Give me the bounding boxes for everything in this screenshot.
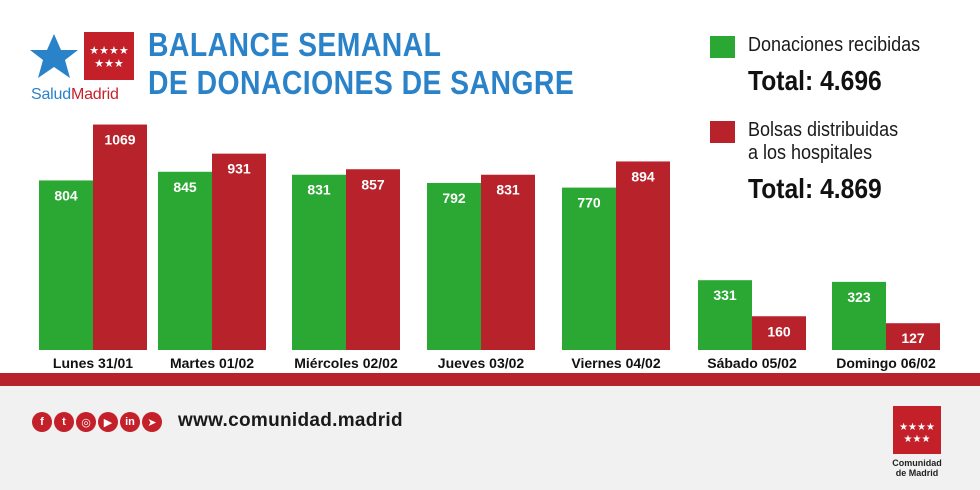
data-label: 804 bbox=[54, 187, 78, 203]
page-title: BALANCE SEMANAL DE DONACIONES DE SANGRE bbox=[148, 26, 574, 102]
bar-bolsas-5 bbox=[752, 316, 806, 350]
legend-label: Bolsas distribuidas bbox=[748, 119, 899, 141]
legend-label-line2: a los hospitales bbox=[748, 142, 873, 164]
category-label: Jueves 03/02 bbox=[438, 355, 525, 371]
bar-bolsas-4 bbox=[616, 161, 670, 350]
category-label: Viernes 04/02 bbox=[571, 355, 660, 371]
svg-text:★★★★: ★★★★ bbox=[89, 44, 129, 57]
salud-madrid-logo: ★★★★ ★★★ bbox=[30, 30, 136, 108]
bar-donaciones-4 bbox=[562, 187, 616, 350]
data-label: 1069 bbox=[104, 132, 135, 148]
title-line-1: BALANCE SEMANAL bbox=[148, 26, 442, 63]
bar-bolsas-0 bbox=[93, 124, 147, 351]
data-label: 323 bbox=[847, 289, 871, 305]
bar-donaciones-5 bbox=[698, 280, 752, 350]
madrid-flag-icon bbox=[84, 32, 134, 80]
data-label: 160 bbox=[767, 323, 791, 339]
bar-donaciones-0 bbox=[39, 180, 93, 350]
social-links: f t ◎ ▶ in ➤ bbox=[32, 412, 162, 432]
salud-madrid-star-icon bbox=[30, 34, 78, 78]
bar-donaciones-6 bbox=[832, 281, 886, 350]
bar-bolsas-6 bbox=[886, 323, 940, 350]
org-line-2: de Madrid bbox=[895, 468, 939, 478]
bar-bolsas-3 bbox=[481, 174, 535, 350]
category-label: Lunes 31/01 bbox=[53, 355, 133, 371]
legend-item-bolsas: Bolsas distribuidas a los hospitales Tot… bbox=[710, 119, 970, 205]
data-label: 857 bbox=[361, 176, 385, 192]
telegram-icon[interactable]: ➤ bbox=[142, 412, 162, 432]
bar-bolsas-1 bbox=[212, 153, 266, 350]
data-label: 845 bbox=[173, 179, 197, 195]
data-label: 127 bbox=[901, 330, 925, 346]
instagram-icon[interactable]: ◎ bbox=[76, 412, 96, 432]
org-line-1: Comunidad bbox=[892, 458, 942, 468]
bar-donaciones-1 bbox=[158, 171, 212, 350]
data-label: 831 bbox=[496, 182, 520, 198]
divider-band bbox=[0, 373, 980, 386]
data-label: 931 bbox=[227, 161, 251, 177]
brand-suffix: Madrid bbox=[70, 86, 119, 103]
legend: Donaciones recibidas Total: 4.696 Bolsas… bbox=[710, 34, 970, 205]
svg-text:★★★★: ★★★★ bbox=[899, 422, 935, 433]
legend-label: Donaciones recibidas bbox=[748, 34, 921, 56]
comunidad-madrid-name: Comunidad de Madrid bbox=[884, 458, 950, 478]
category-label: Domingo 06/02 bbox=[836, 355, 936, 371]
data-label: 894 bbox=[631, 168, 655, 184]
linkedin-icon[interactable]: in bbox=[120, 412, 140, 432]
legend-total: Total: 4.869 bbox=[748, 173, 882, 204]
legend-item-donaciones: Donaciones recibidas Total: 4.696 bbox=[710, 34, 970, 97]
bar-donaciones-3 bbox=[427, 182, 481, 350]
data-label: 792 bbox=[442, 190, 466, 206]
twitter-icon[interactable]: t bbox=[54, 412, 74, 432]
legend-swatch-green bbox=[710, 36, 735, 58]
legend-total: Total: 4.696 bbox=[748, 65, 882, 96]
brand-name: SaludMadrid bbox=[31, 86, 119, 104]
data-label: 331 bbox=[713, 287, 737, 303]
footer bbox=[0, 386, 980, 490]
svg-text:★★★: ★★★ bbox=[904, 434, 931, 445]
svg-text:★★★: ★★★ bbox=[94, 57, 124, 70]
data-label: 831 bbox=[307, 182, 331, 198]
title-line-2: DE DONACIONES DE SANGRE bbox=[148, 64, 575, 101]
data-label: 770 bbox=[577, 195, 601, 211]
category-label: Sábado 05/02 bbox=[707, 355, 797, 371]
facebook-icon[interactable]: f bbox=[32, 412, 52, 432]
bar-bolsas-2 bbox=[346, 169, 400, 350]
comunidad-madrid-logo: ★★★★ ★★★ bbox=[893, 406, 941, 454]
brand-prefix: Salud bbox=[31, 86, 71, 103]
category-label: Martes 01/02 bbox=[170, 355, 254, 371]
category-label: Miércoles 02/02 bbox=[294, 355, 398, 371]
youtube-icon[interactable]: ▶ bbox=[98, 412, 118, 432]
legend-swatch-red bbox=[710, 121, 735, 143]
bar-donaciones-2 bbox=[292, 174, 346, 350]
website-link[interactable]: www.comunidad.madrid bbox=[178, 410, 403, 431]
